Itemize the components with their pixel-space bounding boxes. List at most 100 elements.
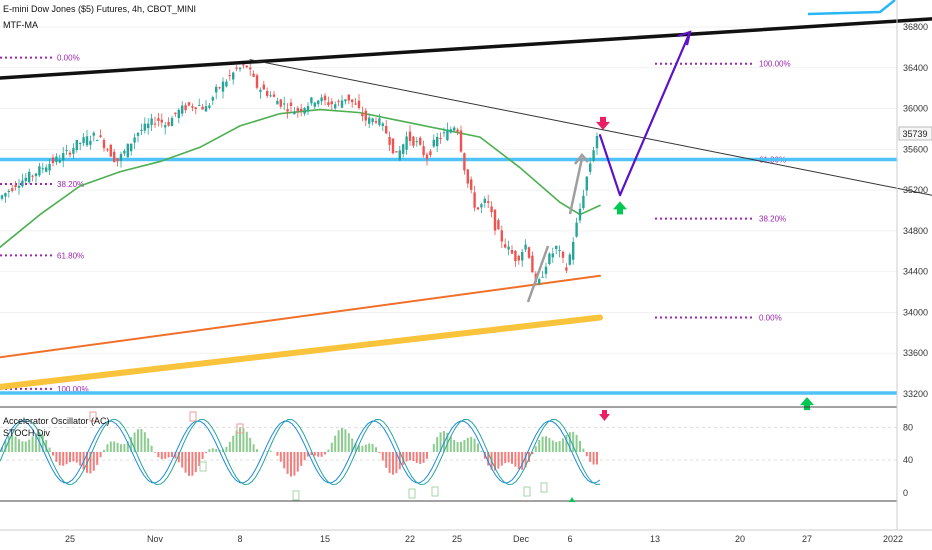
osc-bar xyxy=(140,429,143,452)
candle-body xyxy=(235,67,238,69)
osc-bar xyxy=(375,447,377,452)
candle xyxy=(589,157,592,175)
candle xyxy=(490,201,493,218)
candle xyxy=(276,97,279,105)
osc-bar xyxy=(500,451,503,466)
osc-bar xyxy=(303,451,306,461)
osc-bar xyxy=(324,451,326,455)
ma-green-line xyxy=(0,108,601,248)
osc-bar xyxy=(75,451,78,463)
price-axis[interactable]: 36800 36400 36000 35600 35200 34800 34400 34000… xyxy=(903,22,928,399)
x-tick-label: Dec xyxy=(513,534,530,544)
divergence-tag xyxy=(431,486,439,497)
candle-body xyxy=(320,97,323,102)
candle-body xyxy=(177,109,180,118)
candle-body xyxy=(14,184,17,188)
osc-bar xyxy=(344,429,347,452)
candle-body xyxy=(99,135,102,137)
candle-body xyxy=(48,163,51,171)
candle-body xyxy=(75,139,78,151)
last-price-label: 35739 xyxy=(902,129,927,139)
osc-bar xyxy=(388,451,391,473)
osc-bar xyxy=(269,450,272,452)
candle xyxy=(456,127,459,136)
osc-bar xyxy=(160,451,163,460)
candle xyxy=(374,117,378,125)
osc-bar xyxy=(432,444,435,452)
osc-bar xyxy=(72,451,75,462)
osc-bar xyxy=(41,434,44,452)
candle xyxy=(272,90,276,98)
candle xyxy=(538,277,541,286)
candle xyxy=(289,98,293,113)
osc-bar xyxy=(521,451,524,470)
candle xyxy=(548,252,551,266)
candle-body xyxy=(561,251,565,258)
osc-bar xyxy=(579,440,581,452)
osc-bar xyxy=(439,432,442,452)
candle-body xyxy=(150,118,153,126)
candle-body xyxy=(17,185,21,188)
candle xyxy=(473,185,476,212)
candle-body xyxy=(79,142,82,144)
candle xyxy=(238,66,242,72)
candle-body xyxy=(303,108,306,114)
candle-body xyxy=(446,129,449,141)
candle xyxy=(140,123,143,136)
osc-bar xyxy=(470,436,473,452)
osc-bar xyxy=(89,451,92,474)
candle xyxy=(99,129,102,138)
candle-body xyxy=(337,100,340,102)
candle xyxy=(262,80,265,90)
candle xyxy=(558,245,561,258)
osc-bar xyxy=(31,436,34,452)
candle-body xyxy=(439,138,442,140)
osc-bar xyxy=(531,451,534,455)
osc-bar xyxy=(548,438,551,452)
osc-tick-label: 80 xyxy=(903,422,913,432)
candle-body xyxy=(4,193,7,197)
stoch-d-line xyxy=(0,420,601,484)
candle xyxy=(187,101,191,107)
y-tick-label: 36800 xyxy=(903,22,928,32)
candle xyxy=(337,99,340,107)
fib-label-left: 38.20% xyxy=(57,180,84,189)
time-axis[interactable]: 25 Nov 8 15 22 25 Dec 6 13 20 27 2022 xyxy=(65,534,903,544)
candle-body xyxy=(391,138,395,154)
osc-bar xyxy=(52,451,54,456)
osc-bar xyxy=(194,451,197,473)
osc-bar xyxy=(133,432,136,452)
fib-label-left: 0.00% xyxy=(57,54,80,63)
candle-body xyxy=(351,99,354,103)
y-tick-label: 36000 xyxy=(903,104,928,114)
candle xyxy=(34,172,38,183)
candle-body xyxy=(157,118,160,121)
osc-bar xyxy=(69,451,71,463)
y-tick-label: 34000 xyxy=(903,307,928,317)
descending-trendline xyxy=(249,59,932,196)
osc-bar xyxy=(228,441,231,452)
candle-body xyxy=(296,108,299,112)
candle-body xyxy=(487,201,490,203)
osc-bar xyxy=(7,436,10,452)
candle xyxy=(378,113,381,127)
sma-yellow-line xyxy=(0,314,603,390)
osc-bar xyxy=(157,451,160,458)
candle xyxy=(334,101,337,110)
osc-bar xyxy=(514,451,517,467)
candle xyxy=(439,132,442,144)
candle-body xyxy=(388,136,391,145)
candle xyxy=(544,262,548,279)
candle xyxy=(310,96,313,106)
candle-body xyxy=(65,150,68,152)
candle-body xyxy=(38,166,41,176)
candle-body xyxy=(541,276,544,278)
candle xyxy=(371,117,374,126)
osc-bar xyxy=(45,440,48,452)
divergence-tag xyxy=(292,490,300,501)
osc-bar xyxy=(171,451,173,458)
candle xyxy=(487,194,490,209)
candle xyxy=(153,116,157,128)
projection-path xyxy=(598,30,692,197)
osc-bar xyxy=(483,451,486,459)
